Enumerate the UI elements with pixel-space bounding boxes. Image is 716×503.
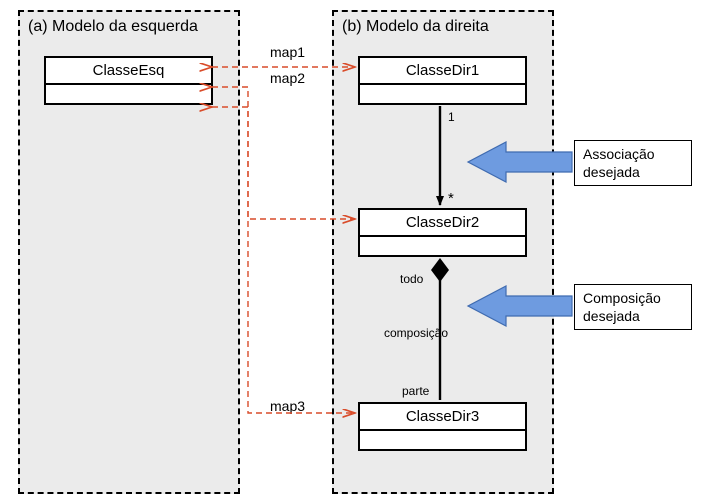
class-dir2: ClasseDir2 bbox=[358, 208, 527, 257]
panel-right-title: (b) Modelo da direita bbox=[342, 18, 489, 36]
label-mult-star: * bbox=[448, 190, 454, 207]
class-dir1-name: ClasseDir1 bbox=[360, 58, 525, 85]
class-esq: ClasseEsq bbox=[44, 56, 213, 105]
class-dir3: ClasseDir3 bbox=[358, 402, 527, 451]
class-dir2-name: ClasseDir2 bbox=[360, 210, 525, 237]
class-dir1: ClasseDir1 bbox=[358, 56, 527, 105]
annotation-composition: Composição desejada bbox=[574, 284, 692, 330]
label-parte: parte bbox=[402, 384, 429, 398]
annotation-association-line1: Associação bbox=[583, 146, 655, 162]
label-map2: map2 bbox=[270, 70, 305, 86]
label-map1: map1 bbox=[270, 44, 305, 60]
panel-left-title: (a) Modelo da esquerda bbox=[28, 18, 198, 36]
label-composicao: composição bbox=[384, 326, 448, 340]
annotation-composition-line1: Composição bbox=[583, 290, 661, 306]
class-dir3-name: ClasseDir3 bbox=[360, 404, 525, 431]
annotation-association: Associação desejada bbox=[574, 140, 692, 186]
annotation-association-line2: desejada bbox=[583, 164, 640, 180]
label-map3: map3 bbox=[270, 398, 305, 414]
class-dir2-body bbox=[360, 237, 525, 255]
annotation-composition-line2: desejada bbox=[583, 308, 640, 324]
label-mult-1: 1 bbox=[448, 110, 455, 124]
class-esq-name: ClasseEsq bbox=[46, 58, 211, 85]
class-dir1-body bbox=[360, 85, 525, 103]
class-esq-body bbox=[46, 85, 211, 103]
class-dir3-body bbox=[360, 431, 525, 449]
label-todo: todo bbox=[400, 272, 423, 286]
